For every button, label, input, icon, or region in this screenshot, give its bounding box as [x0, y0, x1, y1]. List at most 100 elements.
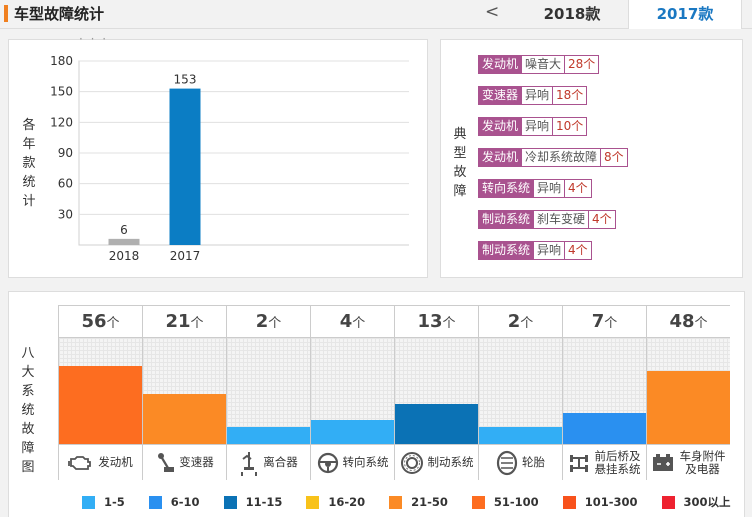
tab-2017[interactable]: 2017款 — [628, 0, 742, 29]
system-column[interactable]: 13个制动系统 — [395, 306, 479, 480]
system-bar-area — [563, 338, 646, 444]
legend-item: 300以上 — [661, 494, 731, 510]
system-count: 21个 — [143, 306, 226, 338]
fault-desc: 异响 — [521, 118, 552, 135]
legend-swatch — [661, 495, 675, 509]
fault-system: 制动系统 — [479, 211, 534, 228]
system-count: 13个 — [395, 306, 478, 338]
system-bar-fill — [59, 366, 142, 444]
systems-side-label-char: 故 — [21, 422, 35, 437]
count-value: 4 — [339, 311, 353, 332]
axle-icon — [568, 452, 590, 474]
system-column[interactable]: 7个前后桥及悬挂系统 — [563, 306, 647, 480]
system-bar-fill — [479, 427, 562, 444]
system-name: 轮胎 — [522, 455, 545, 469]
prev-arrow-button[interactable]: < — [485, 2, 500, 22]
y-tick-label: 30 — [58, 207, 73, 221]
system-label: 发动机 — [59, 444, 142, 480]
system-bar-area — [395, 338, 478, 444]
count-unit: 个 — [520, 316, 534, 331]
legend-label: 51-100 — [493, 495, 539, 509]
x-tick-label: 2017 — [170, 249, 201, 263]
system-label: 前后桥及悬挂系统 — [563, 444, 646, 480]
fault-count: 18个 — [552, 87, 586, 104]
system-column[interactable]: 56个发动机 — [59, 306, 143, 480]
fault-desc: 冷却系统故障 — [521, 149, 600, 166]
legend-swatch — [562, 495, 576, 509]
section-title: 车型故障统计 — [14, 5, 105, 23]
fault-tag[interactable]: 制动系统 异响 4个 — [478, 241, 592, 260]
y-tick-label: 180 — [50, 54, 73, 68]
fault-tag[interactable]: 发动机 噪音大 28个 — [478, 55, 600, 74]
system-column[interactable]: 4个 转向系统 — [311, 306, 395, 480]
system-label: 车身附件及电器 — [647, 444, 730, 480]
tab-2018[interactable]: 2018款 — [543, 5, 601, 23]
count-value: 56 — [81, 311, 107, 332]
system-label: 转向系统 — [311, 444, 394, 480]
count-unit: 个 — [106, 316, 120, 331]
system-bar-area — [143, 338, 226, 444]
y-tick-label: 150 — [50, 85, 73, 99]
system-bar-fill — [563, 413, 646, 444]
count-unit: 个 — [268, 316, 282, 331]
typical-side-label-char: 故 — [453, 165, 467, 180]
system-column[interactable]: 2个 轮胎 — [479, 306, 563, 480]
fault-system: 发动机 — [479, 56, 522, 73]
system-bar-area — [647, 338, 730, 444]
systems-side-label-char: 系 — [21, 384, 35, 399]
system-name: 变速器 — [179, 455, 214, 469]
typical-faults-panel: 典型故障 发动机 噪音大 28个 变速器 异响 18个 发动机 异响 10个 发动机 冷却系统故障 8… — [440, 39, 743, 278]
legend-item: 101-300 — [562, 494, 638, 510]
yearly-bar-chart: 30 60 90 120 150 180 6 2018 153 2017 — [50, 54, 409, 263]
system-column[interactable]: 21个变速器 — [143, 306, 227, 480]
systems-side-label-char: 大 — [21, 365, 35, 380]
count-unit: 个 — [604, 316, 618, 331]
fault-tag[interactable]: 变速器 异响 18个 — [478, 86, 588, 105]
legend-swatch — [82, 495, 95, 509]
fault-desc: 噪音大 — [521, 56, 564, 73]
system-bar-area — [59, 338, 142, 444]
yearly-side-label-char: 年 — [22, 137, 36, 152]
legend-swatch — [148, 495, 162, 509]
system-name: 发动机 — [98, 455, 133, 469]
fault-tag[interactable]: 制动系统 刹车变硬 4个 — [478, 210, 616, 229]
fault-tag[interactable]: 发动机 冷却系统故障 8个 — [478, 148, 628, 167]
system-count: 7个 — [563, 306, 646, 338]
count-value: 2 — [255, 311, 269, 332]
fault-desc: 异响 — [521, 87, 552, 104]
fault-tag[interactable]: 发动机 异响 10个 — [478, 117, 588, 136]
fault-count: 4个 — [564, 180, 591, 197]
system-column[interactable]: 2个 离合器 — [227, 306, 311, 480]
legend-item: 16-20 — [306, 494, 365, 510]
system-count: 56个 — [59, 306, 142, 338]
system-name: 车身附件及电器 — [679, 448, 726, 476]
y-tick-label: 120 — [50, 115, 73, 129]
count-value: 48 — [669, 311, 695, 332]
count-value: 7 — [591, 311, 605, 332]
system-count: 2个 — [227, 306, 310, 338]
fault-count: 28个 — [564, 56, 598, 73]
legend-item: 6-10 — [148, 494, 200, 510]
system-label: 制动系统 — [395, 444, 478, 480]
fault-system: 发动机 — [479, 149, 522, 166]
yearly-side-label: 各年款统计 — [21, 116, 37, 211]
header-bar: 车型故障统计 < 2018款 2017款 — [0, 0, 752, 29]
typical-side-label-char: 型 — [453, 146, 467, 161]
bar-2017 — [169, 88, 201, 245]
fault-system: 发动机 — [479, 118, 522, 135]
x-tick-label: 2018 — [109, 249, 140, 263]
system-label: 变速器 — [143, 444, 226, 480]
battery-icon — [651, 453, 675, 473]
y-tick-label: 90 — [58, 146, 73, 160]
fault-count: 8个 — [600, 149, 627, 166]
system-bar-fill — [647, 371, 730, 444]
yearly-stats-panel: 各年款统计 · · · 30 60 90 120 150 180 6 2018 153 2017 — [8, 32, 428, 278]
systems-side-label: 八大系统故障图 — [20, 344, 36, 477]
fault-system: 制动系统 — [479, 242, 534, 259]
legend-label: 21-50 — [411, 495, 448, 509]
system-bar-area — [311, 338, 394, 444]
fault-tag[interactable]: 转向系统 异响 4个 — [478, 179, 592, 198]
system-bar-fill — [143, 394, 226, 444]
legend-label: 6-10 — [170, 495, 200, 509]
system-column[interactable]: 48个 车身附件及电器 — [647, 306, 731, 480]
